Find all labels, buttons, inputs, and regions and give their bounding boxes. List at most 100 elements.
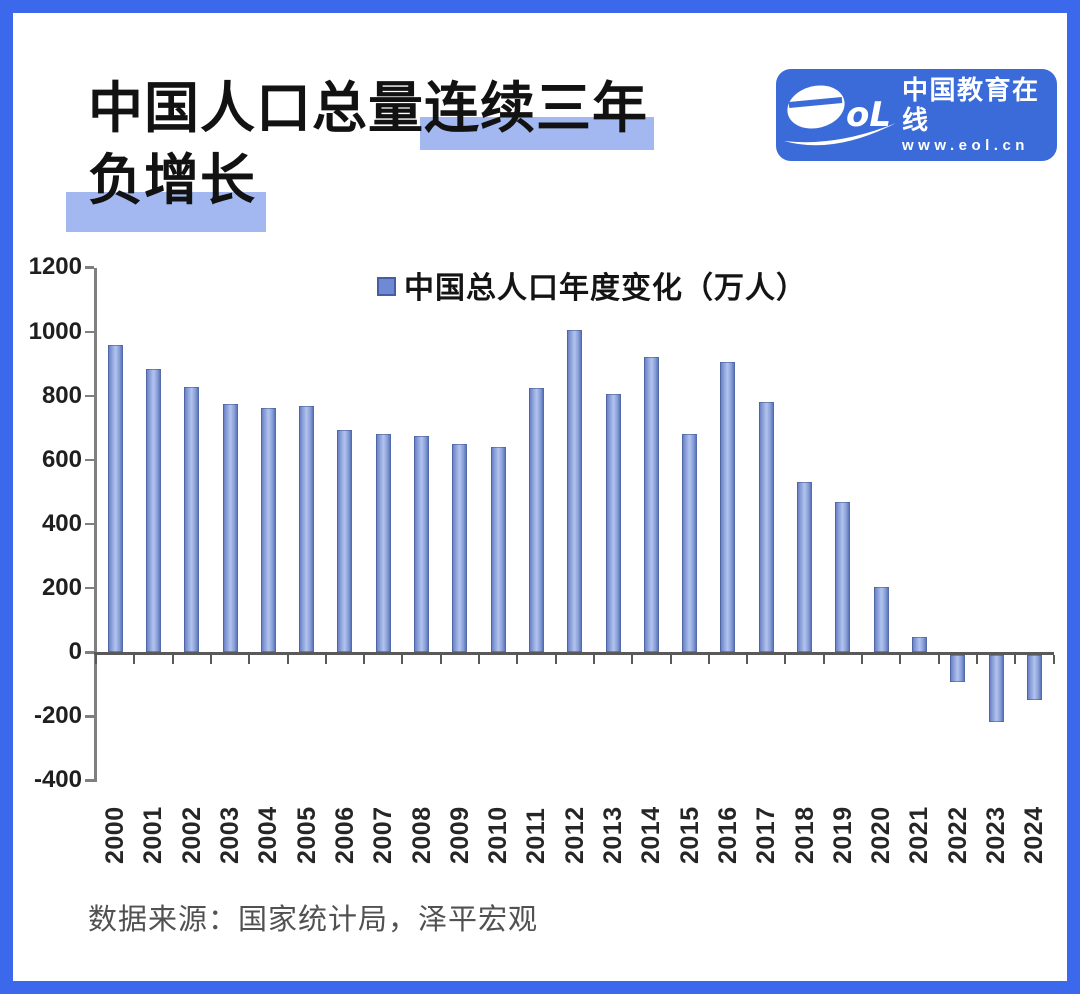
y-axis-line bbox=[94, 268, 97, 782]
bar-2024 bbox=[1026, 655, 1042, 700]
x-axis-tick bbox=[401, 655, 404, 664]
x-axis-tick bbox=[1052, 655, 1055, 664]
bar-2018 bbox=[797, 482, 813, 652]
y-axis-label-1000: 1000 bbox=[28, 317, 82, 345]
bar-2000 bbox=[107, 345, 123, 652]
x-axis-label-2023: 2023 bbox=[982, 806, 1011, 864]
y-axis-label-200: 200 bbox=[41, 573, 82, 601]
x-axis-tick bbox=[439, 655, 442, 664]
page-title: 中国人口总量连续三年 负增长 bbox=[65, 72, 655, 232]
x-axis-label-2016: 2016 bbox=[713, 806, 742, 864]
x-axis-label-2018: 2018 bbox=[790, 806, 819, 864]
logo-cn-text: 中国教育在线 bbox=[902, 75, 1040, 135]
x-axis-label-2020: 2020 bbox=[867, 806, 896, 864]
source-note: 数据来源：国家统计局，泽平宏观 bbox=[88, 904, 539, 936]
bar-2016 bbox=[720, 361, 736, 652]
bar-2015 bbox=[682, 434, 698, 652]
x-axis-label-2006: 2006 bbox=[330, 806, 359, 864]
x-axis-tick bbox=[209, 655, 212, 664]
x-axis-label-2013: 2013 bbox=[599, 806, 628, 864]
y-axis-label--200: -200 bbox=[33, 702, 82, 730]
x-axis-tick bbox=[861, 655, 863, 664]
eol-logo: oL 中国教育在线 www.eol.cn bbox=[776, 69, 1057, 161]
x-axis-tick bbox=[937, 655, 940, 664]
bar-2011 bbox=[528, 387, 544, 652]
x-axis-tick bbox=[133, 655, 136, 664]
x-axis-label-2012: 2012 bbox=[560, 806, 589, 864]
bar-2012 bbox=[567, 329, 583, 652]
y-axis-tick bbox=[85, 394, 94, 398]
x-axis-label-2008: 2008 bbox=[407, 806, 436, 864]
x-axis-label-2004: 2004 bbox=[254, 806, 283, 864]
x-axis-tick bbox=[95, 655, 97, 664]
bar-2008 bbox=[414, 436, 430, 652]
x-axis-tick bbox=[516, 655, 519, 664]
x-axis-tick bbox=[784, 655, 787, 664]
bar-2007 bbox=[375, 433, 391, 652]
y-axis-label-0: 0 bbox=[68, 638, 82, 665]
x-axis-label-2003: 2003 bbox=[216, 806, 245, 864]
bar-2010 bbox=[490, 446, 506, 652]
x-axis-label-2022: 2022 bbox=[943, 806, 972, 864]
x-axis-tick bbox=[286, 655, 289, 664]
x-axis-tick bbox=[975, 655, 978, 664]
x-axis-tick bbox=[363, 655, 366, 664]
x-axis-tick bbox=[746, 655, 749, 664]
x-axis-label-2011: 2011 bbox=[522, 807, 551, 864]
x-axis-label-2014: 2014 bbox=[637, 806, 666, 864]
bar-2006 bbox=[337, 430, 353, 652]
title-text-highlighted-2: 负增长 bbox=[65, 144, 267, 232]
logo-url-text: www.eol.cn bbox=[902, 137, 1029, 154]
bar-2002 bbox=[184, 387, 200, 652]
x-axis-tick bbox=[324, 655, 327, 664]
x-axis-tick bbox=[248, 655, 251, 664]
x-axis-label-2024: 2024 bbox=[1020, 806, 1049, 864]
bar-2017 bbox=[758, 402, 774, 652]
bar-2009 bbox=[452, 444, 468, 652]
y-axis-label-1200: 1200 bbox=[28, 253, 82, 281]
bar-2022 bbox=[950, 655, 966, 683]
x-axis-tick bbox=[822, 655, 825, 664]
bar-2013 bbox=[605, 394, 621, 652]
title-line-1: 中国人口总量连续三年 bbox=[88, 72, 655, 151]
x-axis-tick bbox=[631, 655, 634, 664]
bar-2003 bbox=[222, 403, 238, 652]
y-axis-label--400: -400 bbox=[33, 766, 82, 794]
y-axis-tick bbox=[85, 458, 94, 462]
x-axis-label-2009: 2009 bbox=[445, 806, 474, 864]
x-axis-label-2017: 2017 bbox=[752, 806, 781, 864]
bar-2005 bbox=[299, 405, 315, 652]
x-axis-label-2000: 2000 bbox=[101, 806, 130, 864]
title-line-2: 负增长 bbox=[65, 144, 648, 232]
logo-text-block: 中国教育在线 www.eol.cn bbox=[902, 75, 1057, 157]
x-axis-tick bbox=[554, 655, 557, 664]
y-axis-tick bbox=[85, 715, 94, 718]
x-axis-label-2019: 2019 bbox=[828, 806, 857, 864]
svg-text:oL: oL bbox=[846, 95, 891, 135]
title-text-plain: 中国人口总量 bbox=[88, 77, 425, 139]
title-text-highlighted-1: 连续三年 bbox=[420, 72, 655, 151]
legend-marker-icon bbox=[377, 277, 396, 296]
x-axis-label-2010: 2010 bbox=[484, 806, 513, 864]
y-axis-tick bbox=[85, 586, 94, 590]
x-axis-zero-line bbox=[94, 652, 1054, 655]
x-axis-tick bbox=[592, 655, 595, 664]
x-axis-label-2021: 2021 bbox=[905, 806, 934, 864]
y-axis-tick bbox=[85, 522, 94, 526]
x-axis-label-2015: 2015 bbox=[675, 806, 704, 864]
bar-2021 bbox=[911, 636, 927, 652]
chart-legend: 中国总人口年度变化（万人） bbox=[377, 263, 807, 307]
y-axis-label-400: 400 bbox=[41, 509, 82, 537]
y-axis-label-800: 800 bbox=[41, 381, 82, 409]
bar-2019 bbox=[835, 502, 851, 652]
y-axis-label-600: 600 bbox=[41, 445, 82, 473]
x-axis-tick bbox=[1014, 655, 1017, 664]
x-axis-tick bbox=[171, 655, 174, 664]
x-axis-tick bbox=[478, 655, 480, 664]
y-axis-tick bbox=[85, 330, 94, 333]
bar-2014 bbox=[643, 357, 659, 652]
bar-2004 bbox=[260, 408, 276, 652]
x-axis-label-2001: 2001 bbox=[139, 806, 168, 864]
x-axis-tick bbox=[707, 655, 710, 664]
